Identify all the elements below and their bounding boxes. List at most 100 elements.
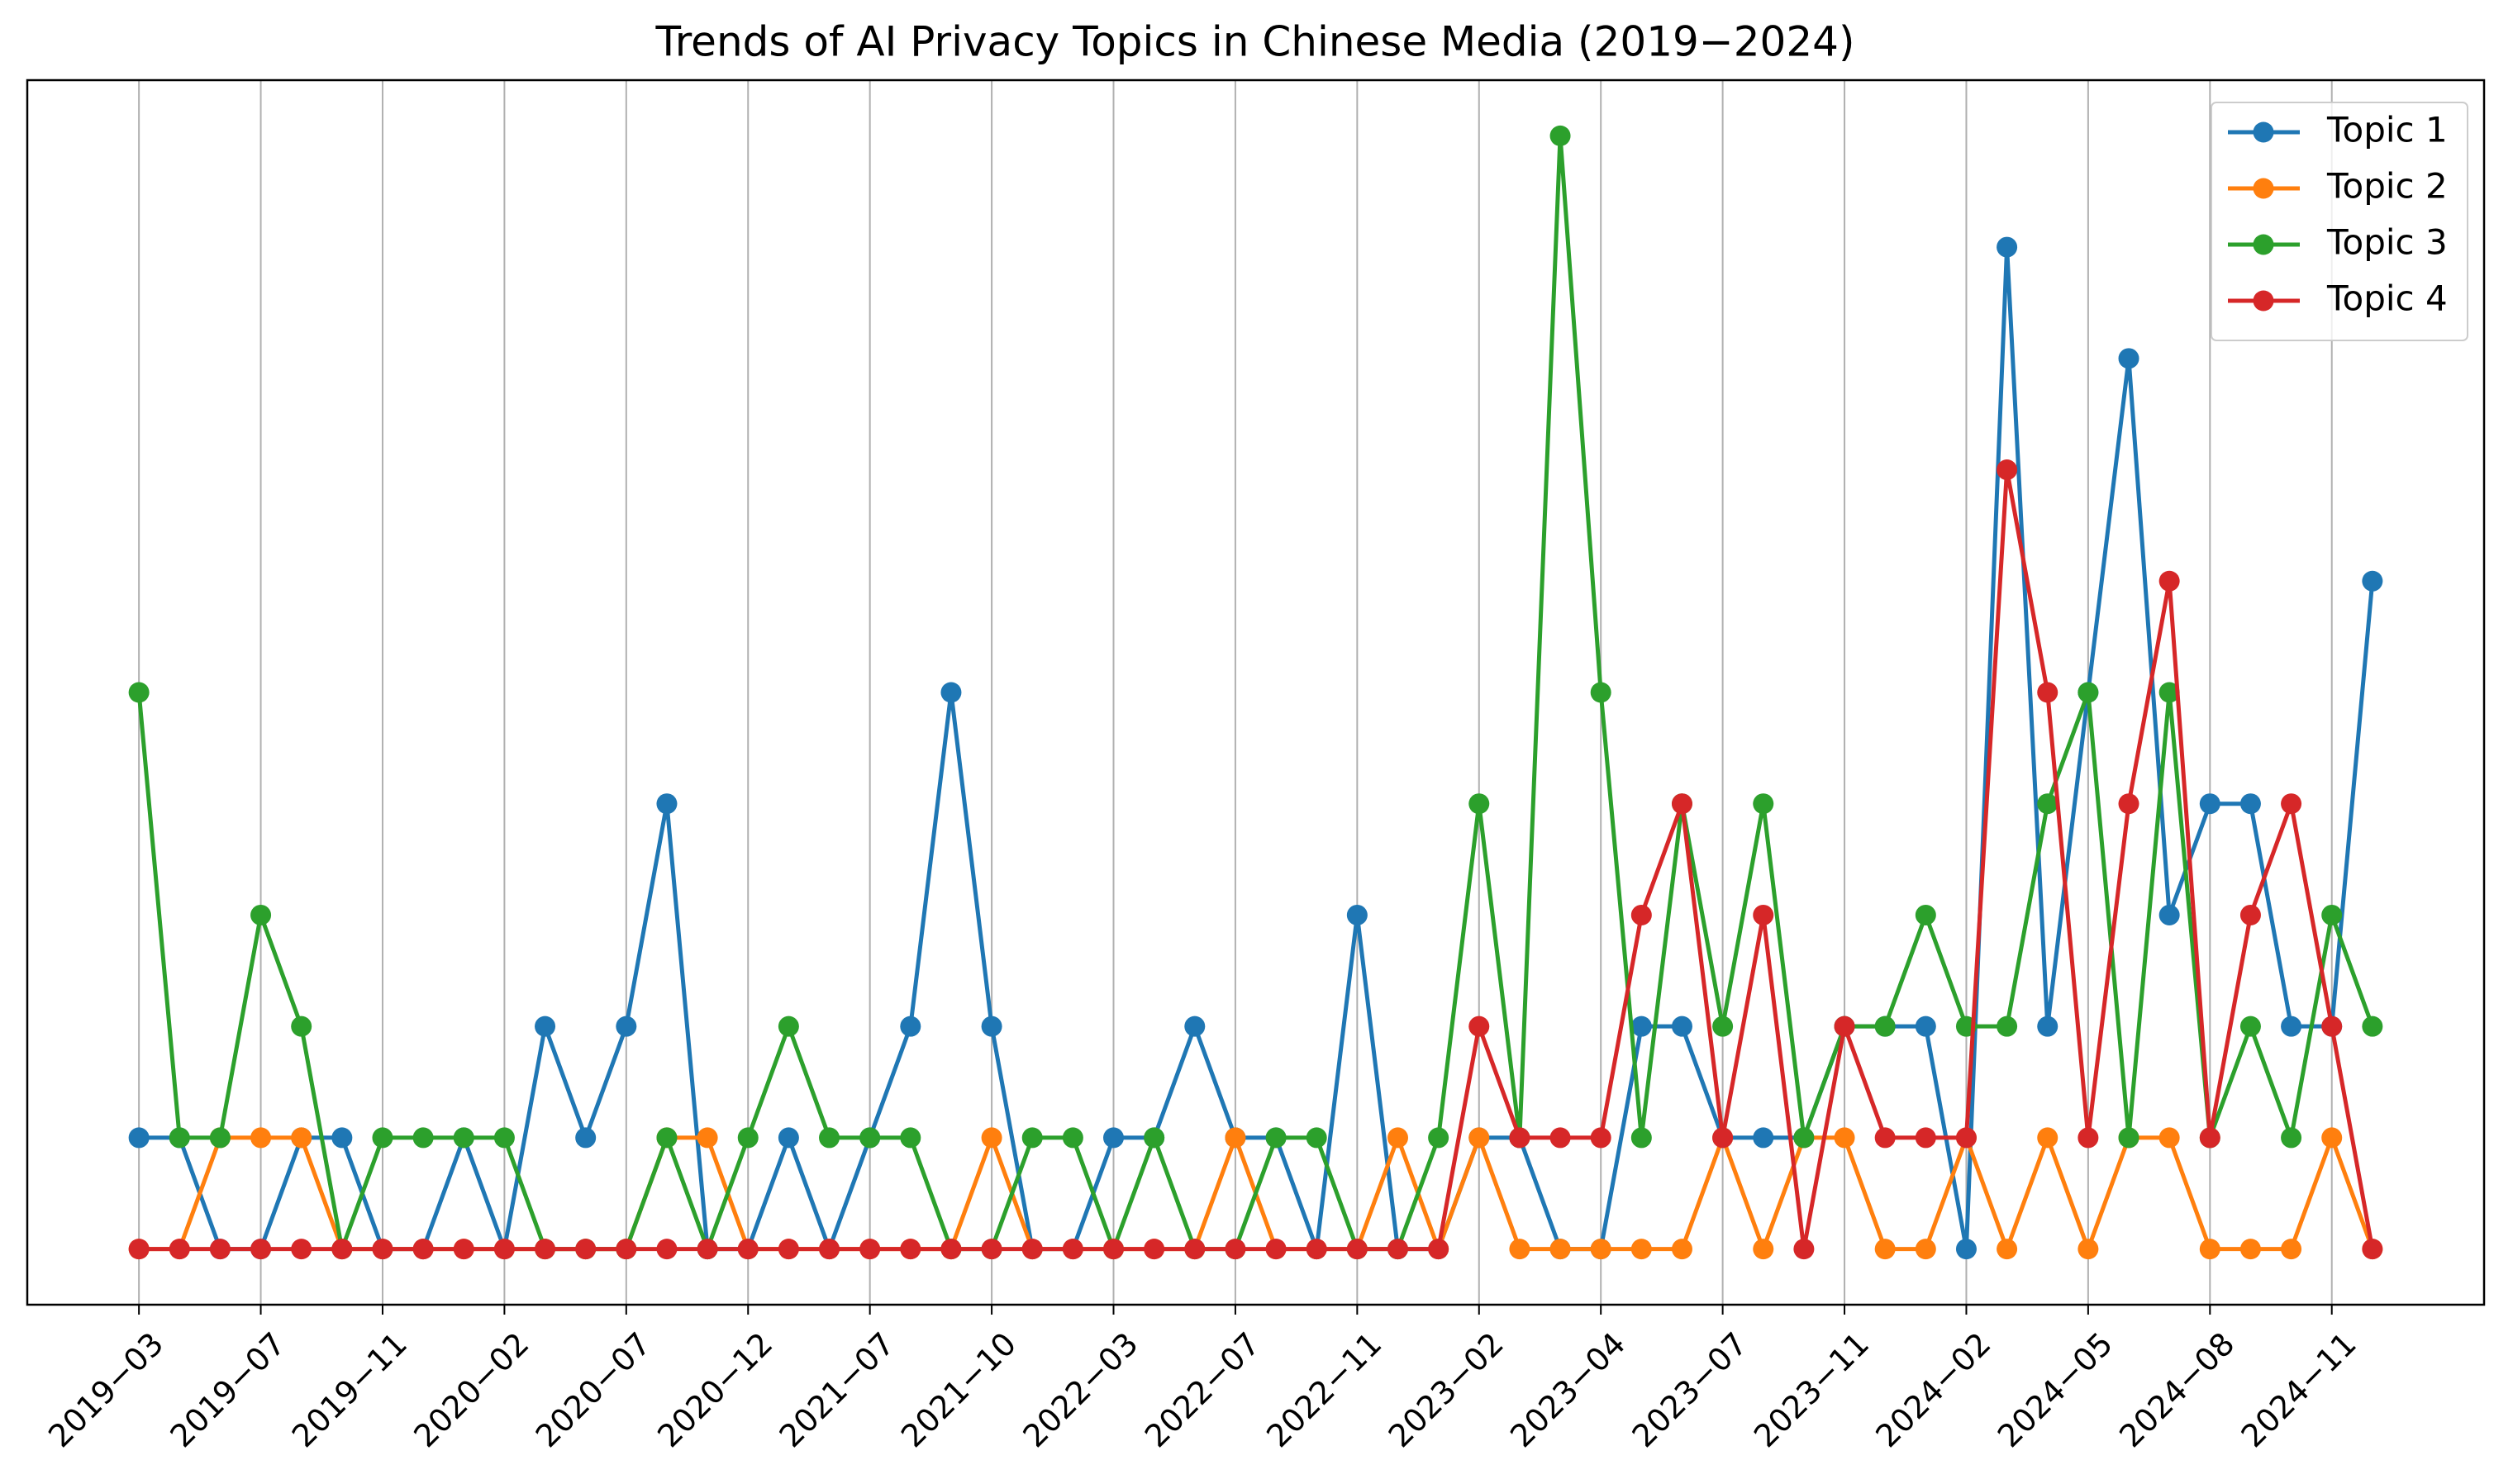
point: [697, 1239, 718, 1260]
point: [453, 1239, 474, 1260]
x-tick-label: 2021−10: [894, 1325, 1023, 1454]
point: [128, 1127, 150, 1149]
legend-marker: [2253, 290, 2274, 312]
point: [1753, 1127, 1774, 1149]
point: [2281, 793, 2302, 815]
point: [250, 904, 272, 925]
series-line: [139, 245, 2375, 1252]
point: [291, 1127, 312, 1149]
chart-title: Trends of AI Privacy Topics in Chinese M…: [655, 18, 1855, 66]
point: [900, 1015, 921, 1037]
point: [2281, 1015, 2302, 1037]
legend: Topic 1 Topic 2 Topic 3 Topic 4: [2211, 102, 2468, 341]
point: [1144, 1127, 1165, 1149]
point: [1874, 1127, 1896, 1149]
point: [1712, 1127, 1734, 1149]
point: [1590, 1239, 1611, 1260]
point: [1509, 1127, 1530, 1149]
x-tick-label: 2020−02: [407, 1325, 535, 1454]
x-tick-label: 2021−07: [773, 1325, 902, 1454]
point: [1265, 1127, 1287, 1149]
point: [2239, 1239, 2261, 1260]
point: [2078, 1127, 2099, 1149]
point: [575, 1239, 597, 1260]
point: [128, 1239, 150, 1260]
x-tick-label: 2024−08: [2112, 1325, 2241, 1454]
point: [1955, 1239, 1977, 1260]
point: [656, 793, 678, 815]
point: [778, 1015, 799, 1037]
point: [819, 1239, 840, 1260]
point: [2239, 904, 2261, 925]
point: [209, 1127, 231, 1149]
point: [1549, 1239, 1571, 1260]
point: [2158, 682, 2180, 703]
point: [1021, 1127, 1043, 1149]
point: [1468, 1127, 1490, 1149]
point: [1630, 904, 1652, 925]
point: [1144, 1239, 1165, 1260]
point: [2037, 793, 2058, 815]
point: [697, 1127, 718, 1149]
point: [1712, 1015, 1734, 1037]
legend-marker: [2253, 178, 2274, 199]
point: [1753, 1239, 1774, 1260]
point: [2118, 1127, 2139, 1149]
legend-marker: [2253, 234, 2274, 255]
point: [1590, 682, 1611, 703]
point: [291, 1239, 312, 1260]
point: [2118, 348, 2139, 369]
point: [737, 1127, 759, 1149]
point: [1265, 1239, 1287, 1260]
point: [2281, 1239, 2302, 1260]
x-tick-label: 2023−11: [1747, 1325, 1876, 1454]
point: [1468, 1015, 1490, 1037]
point: [616, 1015, 637, 1037]
point: [1753, 793, 1774, 815]
x-tick-label: 2019−07: [164, 1325, 293, 1454]
legend-label: Topic 3: [2326, 222, 2448, 263]
point: [981, 1127, 1002, 1149]
point: [859, 1127, 881, 1149]
point: [128, 682, 150, 703]
point: [1590, 1127, 1611, 1149]
point: [2037, 1127, 2058, 1149]
point: [493, 1127, 515, 1149]
point: [1184, 1239, 1206, 1260]
point: [1671, 1015, 1692, 1037]
point: [1306, 1239, 1327, 1260]
point: [2321, 1015, 2343, 1037]
point: [1997, 1239, 2018, 1260]
point: [1225, 1127, 1246, 1149]
point: [2239, 793, 2261, 815]
point: [2281, 1127, 2302, 1149]
point: [656, 1239, 678, 1260]
point: [900, 1127, 921, 1149]
point: [1549, 1127, 1571, 1149]
point: [2321, 904, 2343, 925]
point: [1428, 1127, 1449, 1149]
point: [1103, 1239, 1125, 1260]
point: [1103, 1127, 1125, 1149]
x-tick-label: 2024−05: [1991, 1325, 2120, 1454]
point: [412, 1127, 434, 1149]
point: [1915, 1015, 1936, 1037]
point: [169, 1239, 190, 1260]
point: [1346, 1239, 1368, 1260]
point: [981, 1239, 1002, 1260]
point: [412, 1239, 434, 1260]
legend-label: Topic 4: [2326, 278, 2448, 319]
point: [535, 1239, 556, 1260]
point: [1915, 1127, 1936, 1149]
point: [2158, 570, 2180, 592]
x-tick-label: 2023−07: [1625, 1325, 1754, 1454]
point: [616, 1239, 637, 1260]
point: [737, 1239, 759, 1260]
point: [819, 1127, 840, 1149]
legend-marker: [2253, 121, 2274, 143]
point: [1630, 1015, 1652, 1037]
point: [1184, 1015, 1206, 1037]
x-tick-label: 2022−11: [1259, 1325, 1388, 1454]
